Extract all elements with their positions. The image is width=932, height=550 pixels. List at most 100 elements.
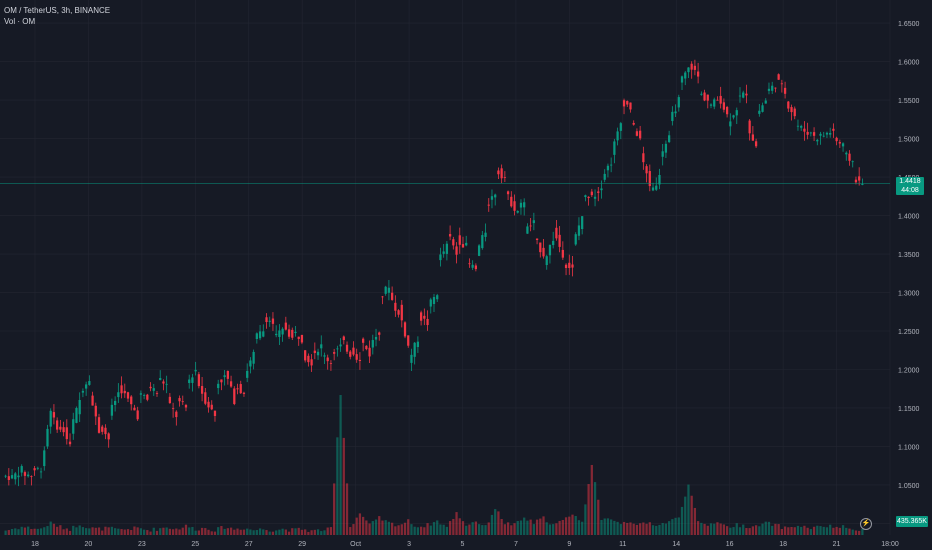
volume-bar bbox=[613, 520, 616, 535]
volume-bar bbox=[94, 527, 97, 535]
x-tick-label: 18 bbox=[779, 541, 787, 548]
volume-bar bbox=[481, 525, 484, 535]
volume-bar bbox=[664, 523, 668, 535]
candle-body bbox=[558, 234, 561, 247]
candle-body bbox=[829, 132, 832, 135]
volume-bar bbox=[561, 519, 564, 535]
candle-body bbox=[458, 235, 461, 245]
candle-body bbox=[371, 340, 374, 348]
candle-body bbox=[400, 304, 403, 321]
candle-body bbox=[703, 92, 706, 101]
volume-bar bbox=[494, 509, 497, 535]
volume-bar bbox=[56, 526, 59, 535]
volume-bars bbox=[4, 395, 864, 535]
lightning-icon[interactable]: ⚡ bbox=[860, 518, 872, 530]
volume-bar bbox=[642, 522, 645, 535]
volume-bar bbox=[771, 525, 774, 535]
candle-body bbox=[635, 131, 639, 136]
candle-body bbox=[307, 355, 310, 363]
volume-bar bbox=[59, 525, 62, 535]
candle-body bbox=[394, 302, 397, 311]
volume-bar bbox=[535, 519, 539, 535]
volume-bar bbox=[329, 527, 333, 535]
volume-bar bbox=[703, 523, 706, 535]
volume-bar bbox=[858, 530, 861, 535]
candle-body bbox=[790, 107, 793, 113]
volume-bar bbox=[835, 526, 838, 535]
candle-body bbox=[674, 111, 677, 114]
candle-body bbox=[838, 142, 841, 144]
candle-body bbox=[407, 335, 410, 346]
candle-body bbox=[20, 466, 23, 473]
candle-body bbox=[648, 171, 651, 187]
volume-bar bbox=[790, 527, 793, 535]
volume-bar bbox=[851, 529, 854, 535]
candle-body bbox=[294, 331, 297, 334]
candle-body bbox=[606, 165, 610, 171]
candle-body bbox=[387, 287, 391, 293]
candle-body bbox=[680, 76, 684, 83]
candle-body bbox=[365, 345, 368, 350]
volume-bar bbox=[861, 528, 864, 535]
volume-bar bbox=[597, 499, 600, 535]
volume-bar bbox=[136, 527, 139, 535]
volume-bar bbox=[803, 525, 806, 535]
candle-body bbox=[651, 187, 655, 191]
candle-body bbox=[81, 390, 85, 393]
volume-bar bbox=[197, 530, 200, 535]
volume-bar bbox=[648, 522, 651, 535]
candle-body bbox=[832, 128, 835, 131]
candle-body bbox=[452, 239, 455, 246]
candle-body bbox=[59, 426, 62, 430]
candle-body bbox=[561, 249, 564, 258]
candle-body bbox=[477, 245, 481, 256]
symbol-line[interactable]: OM / TetherUS, 3h, BINANCE bbox=[4, 6, 111, 15]
candle-body bbox=[310, 359, 313, 366]
candle-body bbox=[68, 441, 72, 445]
volume-bar bbox=[445, 526, 449, 535]
candle-body bbox=[117, 392, 120, 398]
volume-bar bbox=[655, 525, 658, 535]
candle-body bbox=[548, 244, 552, 256]
volume-bar bbox=[252, 530, 255, 535]
candle-body bbox=[342, 336, 345, 341]
volume-bar bbox=[113, 528, 117, 535]
volume-bar bbox=[523, 517, 526, 535]
volume-bar bbox=[748, 528, 751, 535]
volume-bar bbox=[291, 528, 294, 535]
candle-body bbox=[523, 202, 526, 208]
y-tick-label: 1.6500 bbox=[898, 21, 920, 28]
volume-bar bbox=[410, 524, 413, 535]
candle-body bbox=[751, 134, 755, 141]
candle-body bbox=[333, 352, 336, 354]
volume-bar bbox=[632, 523, 635, 535]
candle-body bbox=[835, 137, 838, 142]
candle-body bbox=[297, 336, 300, 339]
volume-bar bbox=[387, 521, 391, 535]
volume-bar bbox=[300, 529, 304, 535]
candle-body bbox=[526, 226, 529, 234]
time-axis[interactable]: 18 20 23 25 27 29 Oct 3 5 7 9 11 14 16 18 21 18:00 bbox=[31, 541, 899, 548]
volume-bar bbox=[732, 527, 735, 535]
candle-body bbox=[481, 235, 484, 249]
candle-body bbox=[780, 83, 783, 85]
volume-bar bbox=[780, 528, 783, 535]
candle-body bbox=[506, 191, 510, 195]
volume-bar bbox=[729, 527, 732, 535]
volume-bar bbox=[668, 521, 671, 535]
volume-bar bbox=[323, 530, 326, 535]
candle-body bbox=[255, 333, 258, 340]
candle-body bbox=[629, 102, 632, 110]
candle-body bbox=[571, 264, 574, 268]
candle-body bbox=[510, 196, 513, 207]
volume-bar bbox=[149, 531, 152, 535]
candle-body bbox=[577, 225, 581, 236]
volume-line[interactable]: Vol · OM bbox=[4, 17, 36, 26]
candle-body bbox=[242, 392, 246, 394]
volume-bar bbox=[800, 526, 803, 535]
y-tick-label: 1.5000 bbox=[898, 137, 920, 144]
x-tick-label: 5 bbox=[461, 541, 465, 548]
candle-body bbox=[539, 242, 542, 253]
volume-bar bbox=[162, 527, 165, 535]
